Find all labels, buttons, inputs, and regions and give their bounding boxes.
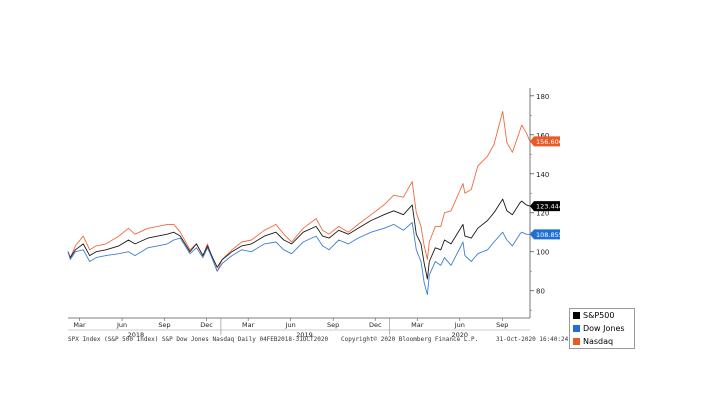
x-tick-label: Sep bbox=[496, 321, 508, 329]
y-tick-label: 100 bbox=[536, 249, 549, 257]
last-value-label: 123.444 bbox=[536, 203, 563, 211]
footer-source: SPX Index (S&P 500 Index) S&P Dow Jones … bbox=[68, 336, 329, 343]
y-tick-label: 180 bbox=[536, 93, 549, 101]
legend-swatch-sp500 bbox=[573, 312, 580, 319]
legend: S&P500 Dow Jones Nasdaq bbox=[569, 308, 635, 349]
series-line-nasdaq bbox=[67, 110, 531, 272]
legend-label-nasdaq: Nasdaq bbox=[583, 337, 614, 346]
x-tick-label: Jun bbox=[116, 321, 127, 329]
last-value-tag-bg bbox=[530, 201, 560, 212]
last-value-label: 108.855 bbox=[536, 231, 563, 239]
legend-swatch-nasdaq bbox=[573, 338, 580, 345]
x-tick-label: Mar bbox=[242, 321, 255, 329]
legend-item-nasdaq: Nasdaq bbox=[570, 335, 634, 348]
y-tick-label: 120 bbox=[536, 210, 549, 218]
last-value-tag-bg bbox=[530, 229, 560, 240]
legend-item-dow-jones: Dow Jones bbox=[570, 322, 634, 335]
x-tick-label: Dec bbox=[369, 321, 382, 329]
x-tick-label: Mar bbox=[73, 321, 86, 329]
last-value-tag-dow-jones: 108.855 bbox=[530, 229, 563, 240]
x-tick-label: Mar bbox=[411, 321, 424, 329]
y-tick-label: 160 bbox=[536, 132, 549, 140]
footer-timestamp: 31-Oct-2020 16:40:24 bbox=[496, 336, 569, 343]
x-tick-label: Sep bbox=[327, 321, 339, 329]
footer-copyright: Copyright© 2020 Bloomberg Finance L.P. bbox=[341, 336, 479, 343]
series-line-dow-jones bbox=[67, 222, 531, 296]
last-value-tag-nasdaq: 156.606 bbox=[530, 136, 563, 147]
last-value-label: 156.606 bbox=[536, 138, 563, 146]
last-value-tag-s-p500: 123.444 bbox=[530, 201, 563, 212]
x-tick-label: Sep bbox=[158, 321, 170, 329]
x-tick-label: Jun bbox=[285, 321, 296, 329]
legend-label-sp500: S&P500 bbox=[583, 311, 615, 320]
y-tick-label: 80 bbox=[536, 288, 545, 296]
x-tick-label: Jun bbox=[454, 321, 465, 329]
y-tick-label: 140 bbox=[536, 171, 549, 179]
year-label: 2019 bbox=[296, 331, 313, 339]
x-tick-label: Dec bbox=[200, 321, 213, 329]
year-label: 2020 bbox=[452, 331, 469, 339]
legend-label-dow-jones: Dow Jones bbox=[583, 324, 625, 333]
series-line-s-p500 bbox=[67, 198, 531, 280]
legend-item-sp500: S&P500 bbox=[570, 309, 634, 322]
last-value-tag-bg bbox=[530, 136, 560, 147]
year-label: 2018 bbox=[128, 331, 145, 339]
legend-swatch-dow-jones bbox=[573, 325, 580, 332]
